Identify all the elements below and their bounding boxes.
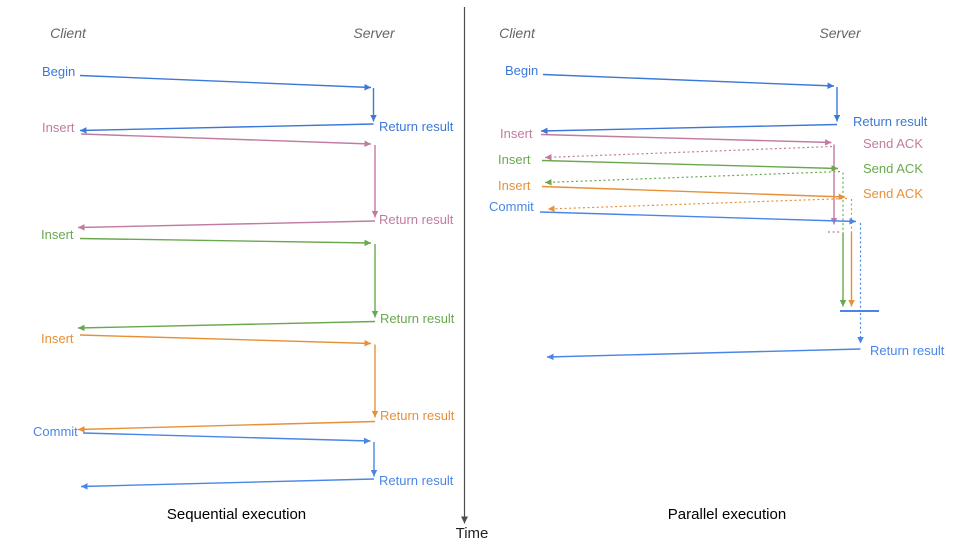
return-result-label: Return result — [380, 408, 455, 423]
panel-title-sequential: Sequential execution — [167, 506, 306, 523]
request-arrow — [82, 432, 371, 445]
return-result-label: Return result — [870, 343, 945, 358]
request-arrow — [80, 133, 372, 148]
send-ack-label: Send ACK — [863, 186, 923, 201]
client-header: Client — [499, 25, 536, 41]
par-op-insert-3: Insert Send ACK — [498, 178, 923, 307]
op-label-insert: Insert — [42, 120, 75, 135]
op-label-commit: Commit — [33, 424, 78, 439]
op-label-insert: Insert — [41, 227, 74, 242]
server-header: Server — [353, 25, 396, 41]
response-arrow — [540, 123, 838, 135]
response-arrow — [79, 123, 374, 134]
seq-op-commit: Commit Return result — [33, 424, 454, 490]
time-axis: Time — [456, 7, 489, 540]
ack-arrow — [547, 197, 848, 213]
op-label-begin: Begin — [505, 63, 538, 78]
op-label-insert: Insert — [498, 152, 531, 167]
par-op-insert-1: Insert Send ACK — [500, 126, 923, 233]
response-arrow — [77, 220, 376, 231]
par-op-begin: Begin Return result — [505, 63, 928, 135]
ack-arrow — [544, 170, 841, 186]
request-arrow — [79, 74, 372, 91]
return-result-label: Return result — [853, 114, 928, 129]
op-label-begin: Begin — [42, 64, 75, 79]
request-arrow — [79, 237, 372, 247]
return-result-label: Return result — [380, 311, 455, 326]
par-op-commit: Commit Return result — [489, 199, 945, 361]
parallel-panel: Client Server Begin Return result Insert… — [489, 25, 945, 523]
op-label-insert: Insert — [498, 178, 531, 193]
return-result-label: Return result — [379, 212, 454, 227]
request-arrow — [541, 159, 839, 172]
response-arrow — [546, 348, 861, 361]
request-arrow — [540, 133, 832, 146]
request-arrow — [541, 185, 846, 201]
return-result-label: Return result — [379, 473, 454, 488]
par-op-insert-2: Insert Send ACK — [498, 152, 923, 307]
seq-op-begin: Begin Return result — [42, 64, 454, 134]
send-ack-label: Send ACK — [863, 161, 923, 176]
response-arrow — [80, 478, 375, 490]
sequential-panel: Client Server Begin Return result Insert… — [33, 25, 455, 523]
response-arrow — [77, 320, 376, 332]
request-arrow — [539, 211, 857, 225]
seq-op-insert-1: Insert Return result — [42, 120, 454, 231]
return-result-label: Return result — [379, 119, 454, 134]
seq-op-insert-3: Insert Return result — [41, 331, 455, 433]
op-label-insert: Insert — [41, 331, 74, 346]
op-label-insert: Insert — [500, 126, 533, 141]
request-arrow — [79, 334, 372, 347]
panel-title-parallel: Parallel execution — [668, 506, 786, 523]
request-arrow — [542, 73, 835, 89]
client-header: Client — [50, 25, 87, 41]
seq-op-insert-2: Insert Return result — [41, 227, 455, 332]
ack-arrow — [544, 145, 833, 161]
op-label-commit: Commit — [489, 199, 534, 214]
server-header: Server — [819, 25, 862, 41]
time-axis-label: Time — [456, 525, 489, 540]
response-arrow — [77, 420, 376, 433]
send-ack-label: Send ACK — [863, 136, 923, 151]
